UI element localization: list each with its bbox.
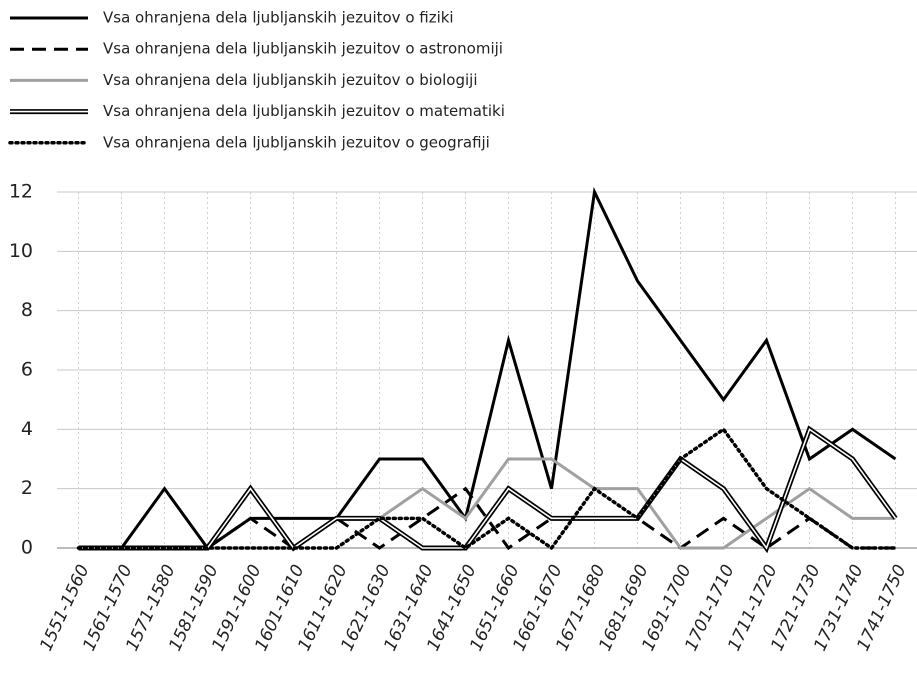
series-line bbox=[78, 457, 896, 550]
y-tick-label: 12 bbox=[9, 181, 33, 203]
y-tick-label: 0 bbox=[21, 537, 33, 559]
y-tick-label: 2 bbox=[21, 477, 33, 499]
legend-label: Vsa ohranjena dela ljubljanskih jezuitov… bbox=[103, 71, 478, 89]
legend-label: Vsa ohranjena dela ljubljanskih jezuitov… bbox=[103, 102, 505, 120]
legend-label: Vsa ohranjena dela ljubljanskih jezuitov… bbox=[103, 40, 503, 58]
y-tick-label: 8 bbox=[21, 299, 33, 321]
legend-label: Vsa ohranjena dela ljubljanskih jezuitov… bbox=[103, 133, 490, 151]
y-tick-label: 6 bbox=[21, 359, 33, 381]
series-line-inner bbox=[78, 428, 897, 550]
legend-label: Vsa ohranjena dela ljubljanskih jezuitov… bbox=[103, 9, 454, 27]
y-tick-label: 4 bbox=[21, 418, 33, 440]
series-line bbox=[78, 486, 896, 551]
series-line bbox=[76, 426, 898, 551]
y-tick-label: 10 bbox=[9, 240, 33, 262]
